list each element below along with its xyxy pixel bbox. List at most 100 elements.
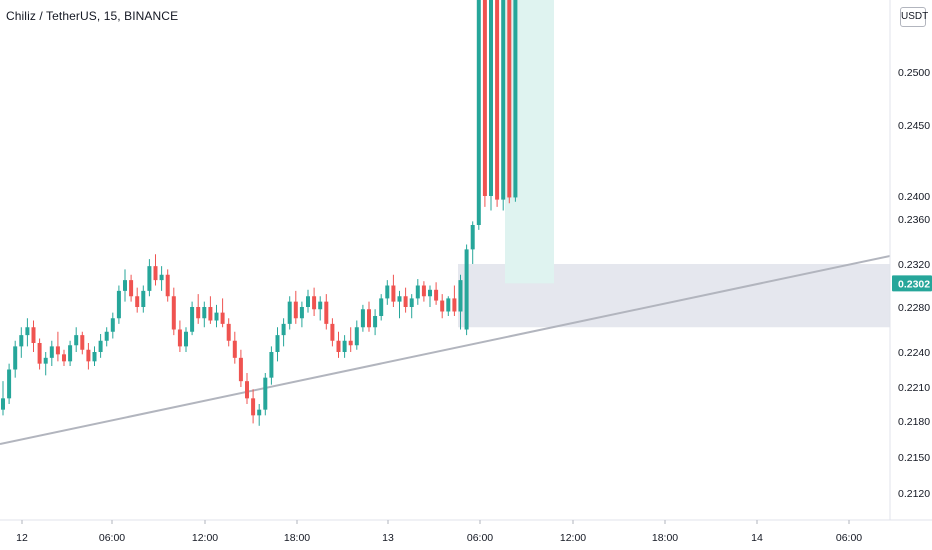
- time-tick-label: 06:00: [467, 532, 493, 544]
- candle-body: [428, 289, 432, 297]
- candle-body: [159, 274, 164, 281]
- candle-body: [92, 352, 97, 362]
- candle-body: [342, 340, 347, 352]
- price-tick-label: 0.2240: [898, 347, 930, 359]
- candle-body: [470, 225, 475, 250]
- candle-body: [415, 285, 420, 299]
- candle-body: [196, 307, 201, 319]
- candle-body: [379, 298, 384, 316]
- candle-body: [495, 0, 500, 200]
- candle-body: [281, 323, 286, 336]
- candle-body: [147, 266, 152, 291]
- candle-body: [110, 318, 115, 332]
- candle-body: [153, 266, 158, 281]
- candle-body: [293, 301, 298, 319]
- candle-body: [55, 346, 60, 355]
- candle-body: [171, 296, 176, 330]
- candle-body: [324, 301, 329, 324]
- candle-body: [421, 285, 426, 297]
- candle-body: [86, 349, 91, 362]
- candle-body: [275, 335, 280, 352]
- candle-body: [141, 290, 146, 307]
- candle-body: [74, 335, 79, 346]
- candle-body: [287, 301, 292, 324]
- candle-body: [446, 298, 451, 312]
- candle-body: [464, 249, 469, 330]
- candle-body: [80, 335, 85, 350]
- candle-body: [476, 0, 481, 225]
- price-tick-label: 0.2360: [898, 214, 930, 226]
- candle-body: [68, 345, 73, 362]
- candle-body: [336, 340, 341, 352]
- time-tick-label: 14: [751, 532, 763, 544]
- candle-body: [501, 0, 506, 200]
- candle-body: [299, 307, 304, 319]
- symbol-title: Chiliz / TetherUS, 15, BINANCE: [6, 9, 179, 23]
- candle-body: [208, 307, 213, 321]
- candle-body: [13, 346, 18, 370]
- candle-body: [123, 280, 127, 291]
- candle-body: [434, 289, 439, 301]
- candle-body: [25, 327, 30, 336]
- time-tick-label: 18:00: [284, 532, 310, 544]
- time-axis[interactable]: 12 06:00 12:00 18:00 13 06:00 12:00 18:00 14 06:0…: [0, 519, 932, 544]
- candle-body: [269, 352, 274, 378]
- price-badge-target: [892, 275, 932, 292]
- candle-body: [37, 343, 42, 364]
- candle-body: [385, 285, 390, 299]
- time-tick-label: 12: [16, 532, 28, 544]
- price-tick-label: 0.2320: [898, 259, 930, 271]
- candle-body: [31, 327, 36, 343]
- candle-body: [116, 290, 121, 319]
- candle-body: [7, 369, 12, 399]
- candle-body: [489, 0, 493, 196]
- candle-body: [318, 301, 323, 310]
- candle-body: [98, 340, 103, 352]
- time-tick-label: 06:00: [99, 532, 125, 544]
- candle-body: [367, 309, 371, 328]
- candle-body: [232, 340, 237, 358]
- candle-body: [373, 316, 378, 328]
- currency-button[interactable]: USDT: [900, 7, 928, 27]
- time-tick-label: 06:00: [836, 532, 862, 544]
- candle-body: [263, 377, 268, 410]
- candle-body: [226, 323, 231, 341]
- candle-body: [245, 381, 249, 399]
- candle-body: [238, 357, 243, 382]
- candle-body: [306, 296, 310, 307]
- price-axis[interactable]: 0.2500 0.2450 0.2400 0.2360 0.2320 0.2280 0.22…: [889, 0, 932, 520]
- candle-body: [202, 307, 207, 319]
- candle-body: [330, 323, 335, 341]
- candle-body: [135, 296, 140, 307]
- candle-body: [190, 307, 195, 332]
- price-tick-label: 0.2500: [898, 67, 930, 79]
- candle-body: [409, 298, 414, 307]
- price-tick-label: 0.2120: [898, 488, 930, 500]
- candle-body: [513, 0, 518, 198]
- candle-body: [1, 398, 5, 410]
- candle-body: [507, 0, 512, 198]
- time-tick-label: 12:00: [560, 532, 586, 544]
- candle-body: [397, 296, 402, 302]
- candle-body: [391, 285, 396, 302]
- take-profit-zone[interactable]: [505, 0, 554, 284]
- price-tick-label: 0.2210: [898, 382, 930, 394]
- candle-body: [452, 298, 457, 312]
- candle-body: [440, 300, 445, 312]
- candle-body: [348, 340, 353, 346]
- time-tick-label: 12:00: [192, 532, 218, 544]
- candle-body: [49, 346, 54, 358]
- price-tick-label: 0.2450: [898, 120, 930, 132]
- candle-body: [214, 312, 219, 321]
- trendline[interactable]: [0, 255, 891, 445]
- candle-body: [360, 309, 365, 328]
- plot-area[interactable]: [0, 0, 891, 445]
- candle-body: [19, 335, 24, 347]
- candle-body: [62, 354, 66, 362]
- candle-body: [165, 274, 170, 297]
- time-tick-label: 18:00: [652, 532, 678, 544]
- price-tick-label: 0.2180: [898, 416, 930, 428]
- time-tick-label: 13: [382, 532, 394, 544]
- candle-body: [104, 331, 109, 341]
